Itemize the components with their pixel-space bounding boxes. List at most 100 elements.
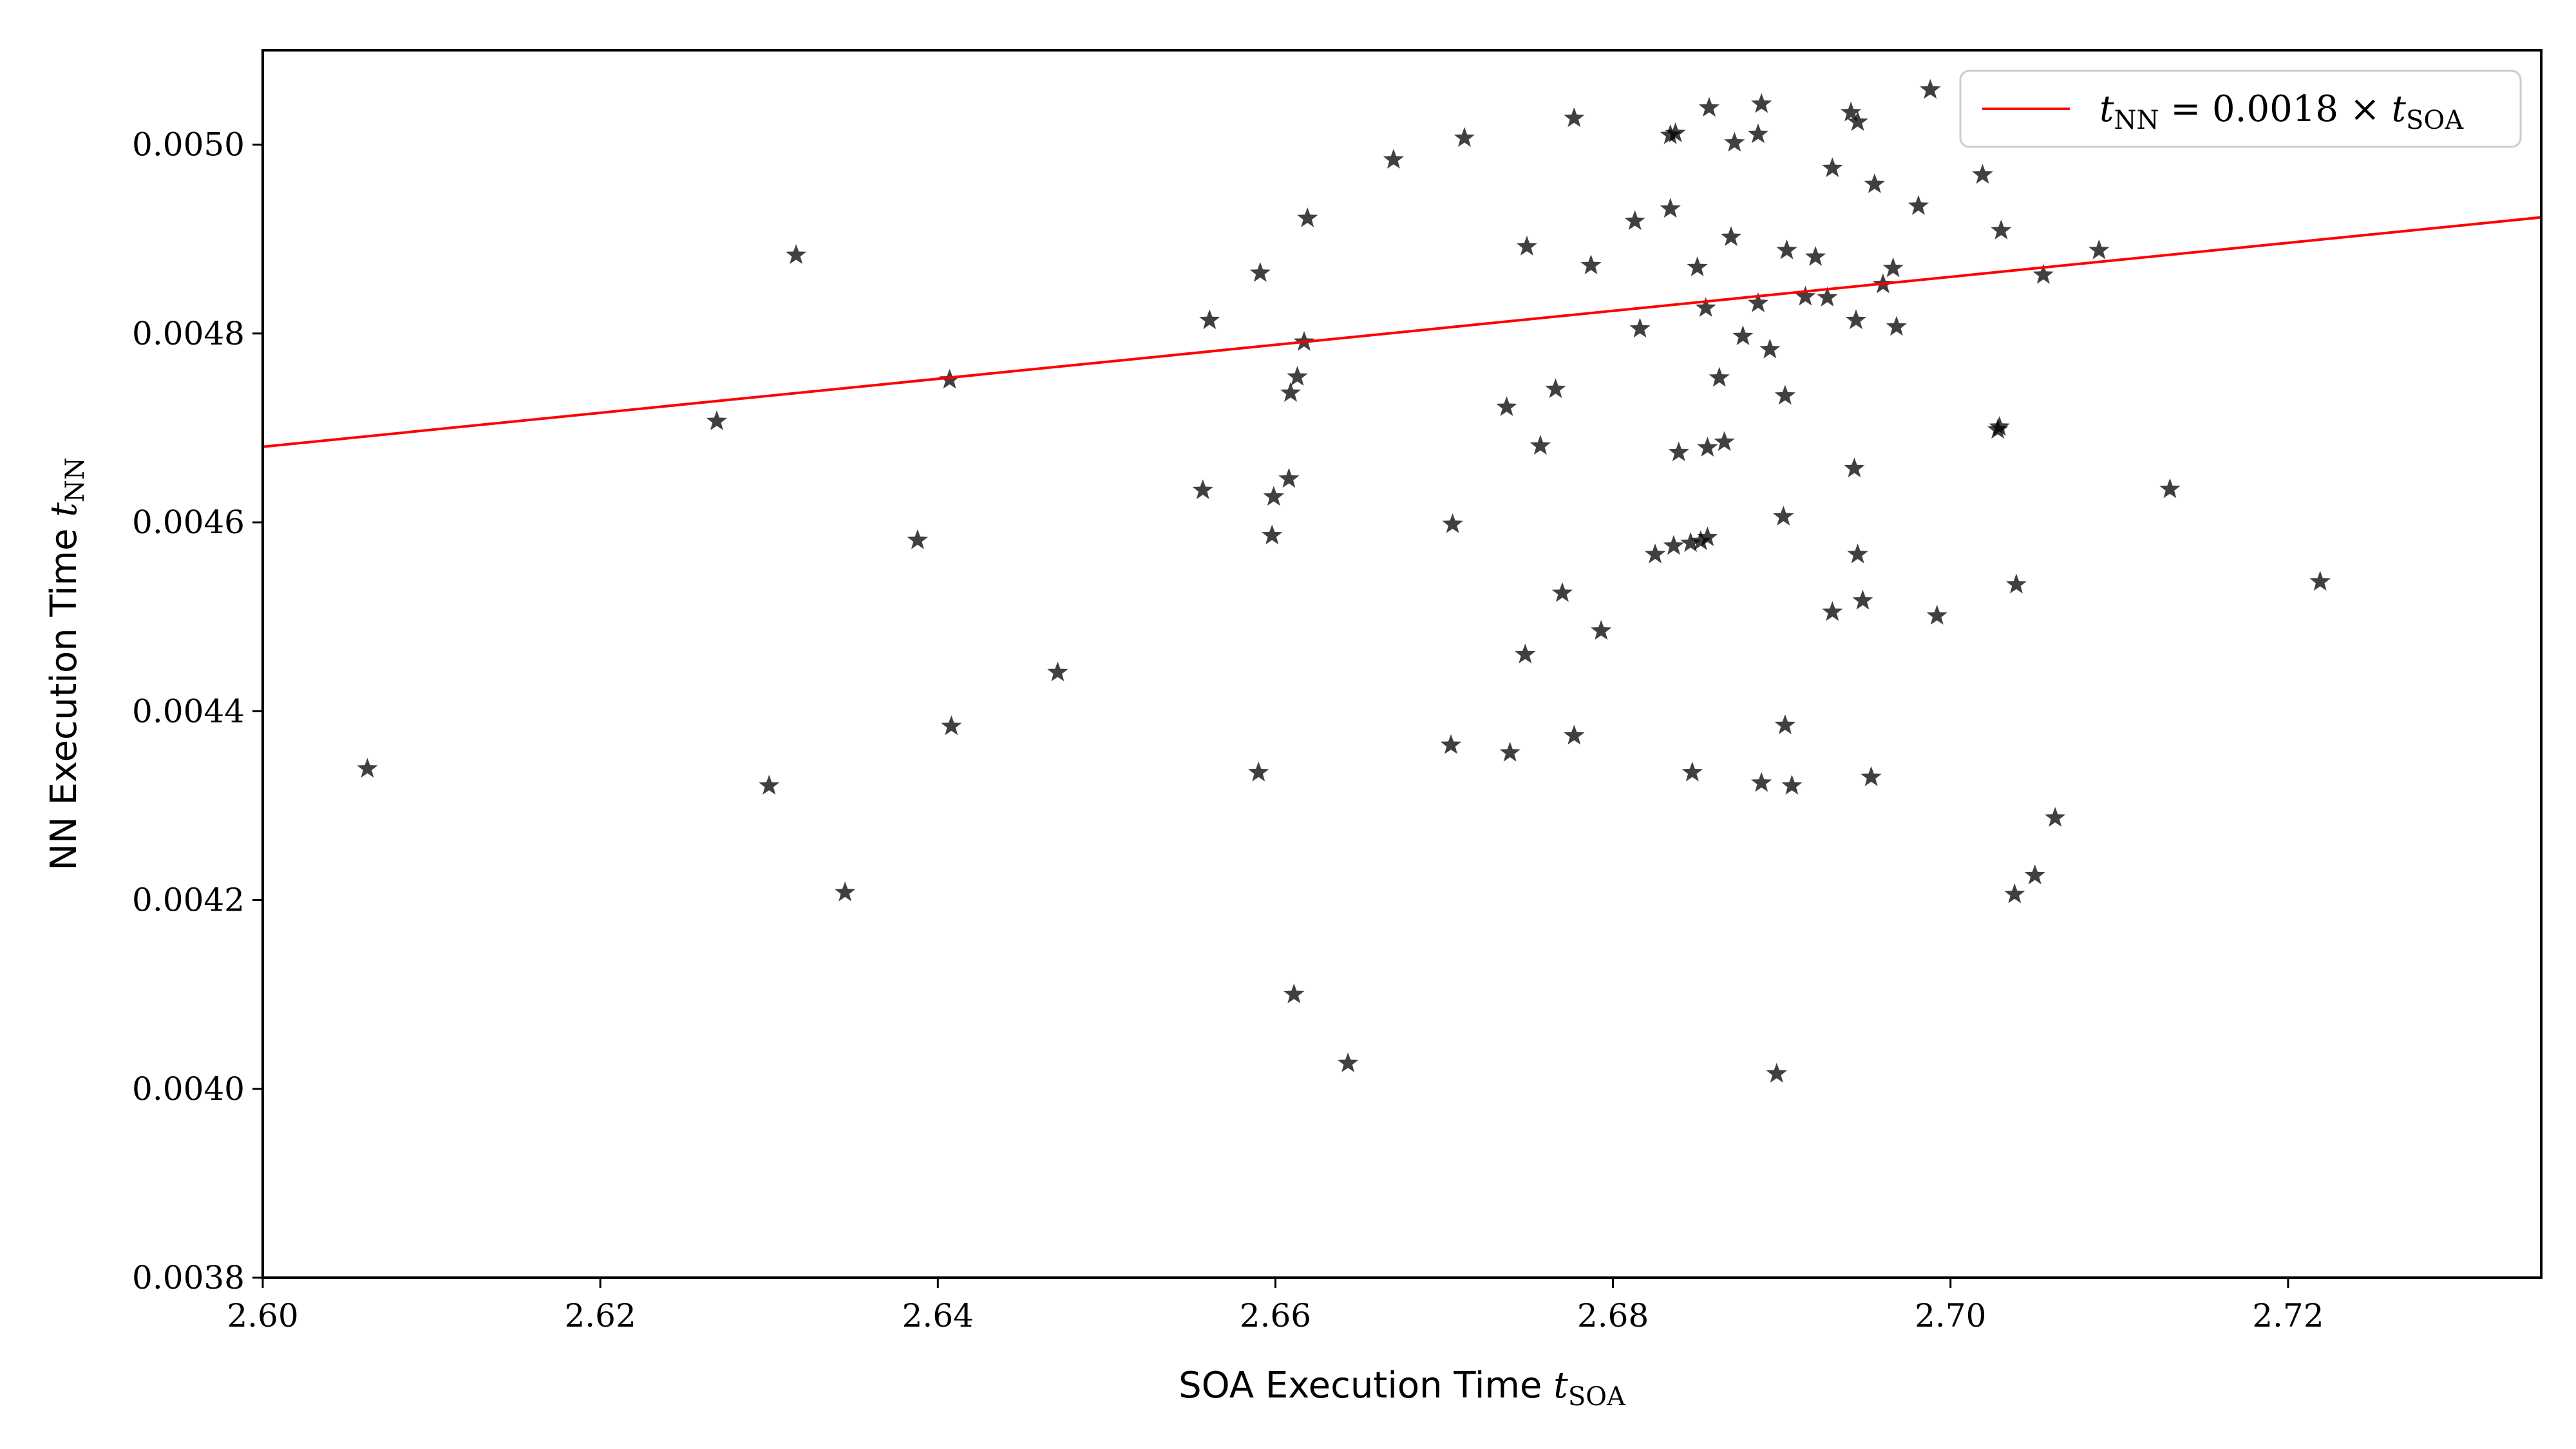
scatter-point	[1530, 435, 1551, 455]
x-tick-label: 2.60	[227, 1297, 298, 1334]
scatter-point	[1496, 396, 1517, 416]
scatter-point	[1551, 582, 1573, 602]
scatter-point	[1724, 131, 1745, 152]
scatter-point	[1751, 772, 1772, 792]
scatter-point	[1972, 164, 1993, 184]
scatter-point	[1262, 524, 1283, 545]
scatter-point	[1287, 366, 1308, 386]
scatter-point	[1847, 543, 1868, 564]
scatter-point	[1861, 766, 1882, 786]
scatter-point	[1773, 506, 1794, 526]
scatter-point	[1283, 983, 1305, 1003]
y-tick-label: 0.0040	[132, 1070, 245, 1108]
scatter-point	[759, 775, 780, 795]
scatter-point	[1663, 535, 1685, 555]
scatter-point	[1844, 457, 1865, 478]
plot-frame	[261, 49, 2543, 1279]
scatter-point	[1624, 210, 1645, 231]
x-tick-label: 2.72	[2252, 1297, 2324, 1334]
x-tick-label: 2.66	[1240, 1297, 1311, 1334]
scatter-point	[1852, 589, 1873, 610]
scatter-point	[1747, 123, 1769, 144]
scatter-point	[1840, 101, 1862, 122]
scatter-point	[1766, 1063, 1787, 1083]
scatter-point	[1564, 724, 1585, 745]
scatter-point	[1249, 262, 1271, 282]
y-tick-label: 0.0046	[132, 504, 245, 541]
scatter-point	[1192, 479, 1213, 499]
scatter-point	[786, 244, 807, 264]
fit-line	[262, 216, 2542, 448]
scatter-point	[1847, 111, 1868, 131]
scatter-point	[2309, 571, 2331, 591]
scatter-point	[2024, 864, 2045, 885]
scatter-point	[1383, 149, 1405, 169]
scatter-point	[1248, 761, 1269, 782]
scatter-point	[1681, 761, 1703, 782]
y-tick-label: 0.0042	[132, 882, 245, 919]
scatter-point	[2159, 478, 2181, 498]
scatter-point	[1442, 513, 1463, 533]
scatter-point	[1660, 198, 1681, 218]
scatter-point	[1817, 287, 1838, 307]
scatter-point	[1687, 256, 1708, 276]
scatter-point	[1199, 309, 1220, 330]
x-tick-label: 2.68	[1577, 1297, 1649, 1334]
scatter-point	[1781, 775, 1803, 795]
scatter-point	[1454, 127, 1475, 147]
scatter-point	[1690, 530, 1711, 551]
legend-label: tNN = 0.0018 × tSOA	[2099, 88, 2464, 135]
scatter-point	[1795, 285, 1816, 306]
scatter-point	[1774, 714, 1796, 735]
x-tick-label: 2.64	[902, 1297, 974, 1334]
scatter-point	[1822, 601, 1843, 621]
scatter-point	[1697, 526, 1718, 547]
scatter-point	[1720, 226, 1742, 247]
scatter-point	[1747, 292, 1769, 312]
scatter-point	[1680, 532, 1701, 553]
scatter-point	[1776, 239, 1797, 260]
scatter-point	[1499, 741, 1520, 762]
scatter-point	[1864, 173, 1885, 193]
legend: tNN = 0.0018 × tSOA	[1959, 70, 2522, 148]
scatter-point	[907, 529, 928, 549]
scatter-point	[1697, 437, 1718, 457]
scatter-point	[357, 757, 378, 778]
scatter-point	[1759, 338, 1781, 359]
scatter-point	[1516, 236, 1538, 256]
data-points	[357, 79, 2331, 1083]
scatter-point	[2032, 263, 2054, 284]
scatter-point	[1047, 661, 1068, 681]
scatter-point	[835, 881, 856, 902]
scatter-point	[1991, 220, 2012, 240]
scatter-point	[1629, 317, 1651, 338]
scatter-point	[1644, 543, 1666, 564]
scatter-point	[1668, 441, 1689, 462]
scatter-point	[1804, 246, 1826, 266]
scatter-point	[1822, 157, 1843, 177]
scatter-point	[1515, 643, 1536, 664]
x-tick-label: 2.62	[564, 1297, 636, 1334]
scatter-point	[1920, 79, 1941, 99]
scatter-point	[1908, 194, 1929, 215]
scatter-point	[1278, 468, 1300, 488]
scatter-point	[1297, 207, 1318, 227]
scatter-point	[706, 410, 728, 430]
scatter-point	[1926, 605, 1947, 625]
scatter-point	[1698, 97, 1720, 117]
scatter-point	[1774, 384, 1796, 405]
y-tick-label: 0.0038	[132, 1259, 245, 1296]
scatter-point	[1714, 431, 1735, 451]
scatter-point	[1280, 382, 1302, 402]
scatter-point	[1338, 1052, 1359, 1072]
scatter-point	[2005, 573, 2027, 594]
scatter-point	[1564, 107, 1585, 128]
scatter-point	[1545, 378, 1566, 399]
x-axis-label: SOA Execution Time tSOA	[1179, 1365, 1626, 1412]
scatter-point	[2004, 883, 2025, 904]
y-tick-label: 0.0048	[132, 315, 245, 352]
fit-line-layer	[262, 216, 2542, 448]
x-tick-label: 2.70	[1915, 1297, 1986, 1334]
y-axis-ticks: 0.0038 0.0040 0.0042 0.0044 0.0046 0.0048 0.00…	[132, 126, 263, 1296]
